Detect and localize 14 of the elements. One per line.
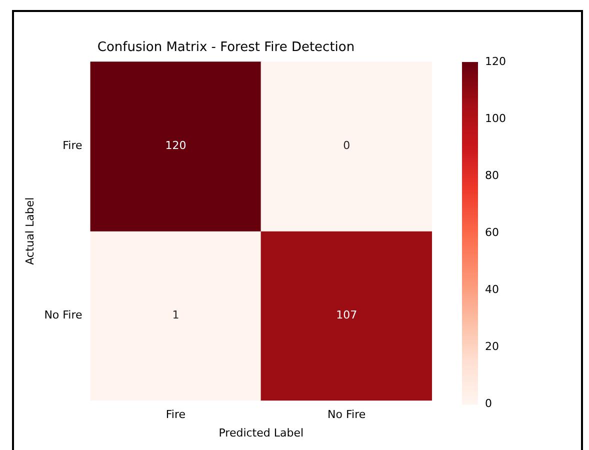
- color-bar-label: 120: [485, 54, 506, 68]
- color-bar-label: 80: [485, 168, 499, 182]
- color-bar-label: 60: [485, 226, 499, 239]
- chart-title: Confusion Matrix - Forest Fire Detection: [97, 40, 355, 56]
- data-label: 1: [172, 308, 180, 322]
- color-bar-label: 40: [485, 282, 499, 296]
- data-label: 120: [165, 139, 186, 152]
- color-bar-label: 100: [485, 112, 506, 125]
- data-label: 107: [336, 308, 358, 322]
- data-label: 0: [343, 139, 350, 152]
- color-bar-label: 0: [485, 396, 492, 410]
- color-bar-label: 20: [485, 340, 499, 353]
- x-axis-title: Predicted Label: [218, 426, 304, 440]
- y-axis-title: Actual Label: [23, 197, 36, 265]
